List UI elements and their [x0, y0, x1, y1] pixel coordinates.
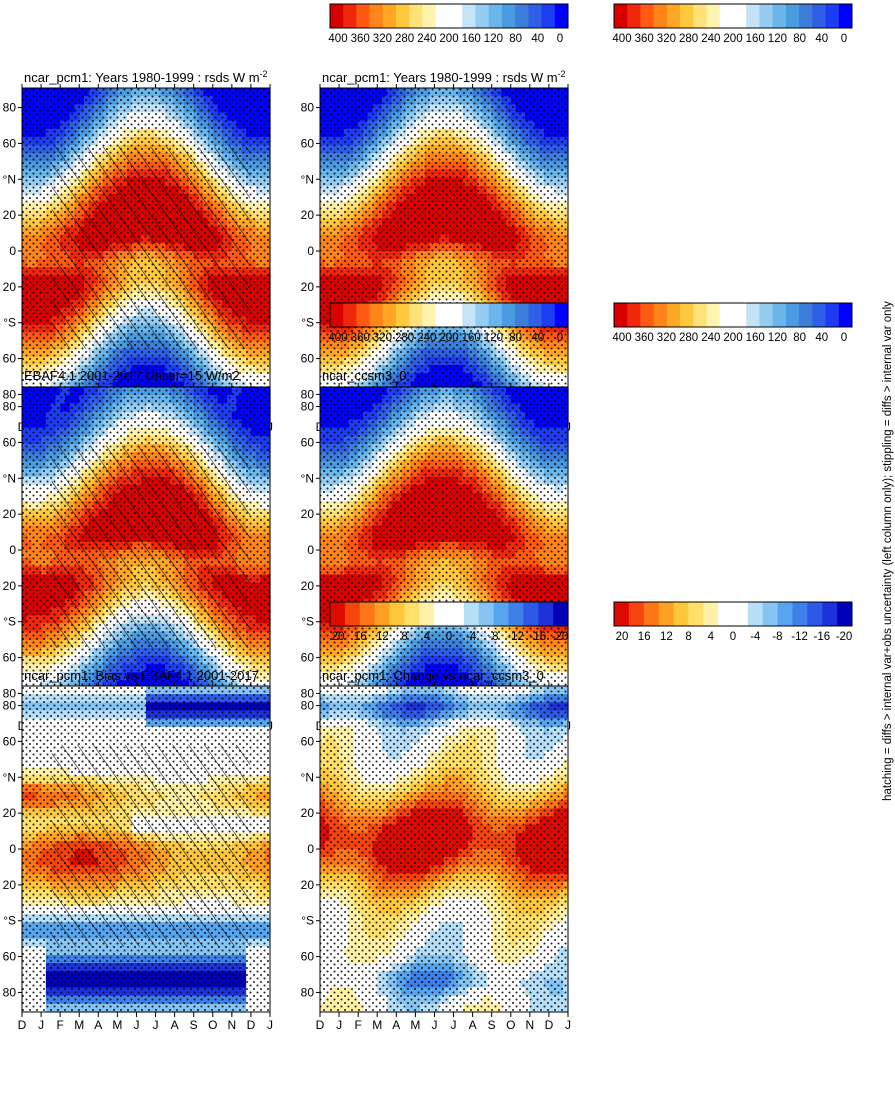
- colorbar-tick-label: 200: [723, 33, 742, 45]
- colorbar-swatch: [330, 4, 344, 28]
- colorbar-tick-label: 240: [701, 33, 720, 45]
- colorbar-tick-label: 0: [557, 33, 563, 45]
- colorbar-swatch: [356, 4, 371, 28]
- colorbar-tick-label: 400: [328, 33, 347, 45]
- y-tick-label: 20: [3, 280, 17, 294]
- colorbar-swatch: [382, 4, 397, 28]
- colorbar-swatch: [435, 4, 450, 28]
- y-tick-label: 0: [9, 244, 16, 258]
- colorbar-swatch: [343, 4, 357, 28]
- colorbar-swatch: [449, 4, 463, 28]
- colorbar-swatch: [369, 4, 384, 28]
- y-tick-label: 80: [301, 101, 315, 115]
- colorbar-swatch: [409, 4, 424, 28]
- panel-title-sup: -2: [260, 69, 268, 79]
- colorbar-swatch: [614, 4, 628, 28]
- y-tick-label: °S: [3, 316, 16, 330]
- colorbar-tick-label: 320: [657, 33, 676, 45]
- hatching-overlay: [51, 146, 251, 349]
- chart-panel: DJFMAMJJASONDJ8060°N20020°S6080ncar_pcm1…: [301, 3, 853, 434]
- panel-title: ncar_pcm1: Years 1980-1999 : rsds W m-2: [322, 69, 566, 85]
- colorbar-swatch: [488, 4, 503, 28]
- y-tick-label: 20: [3, 208, 17, 222]
- colorbar-swatch: [475, 4, 490, 28]
- colorbar-swatch: [746, 4, 760, 28]
- y-tick-label: °N: [3, 172, 16, 186]
- y-tick-label: 80: [3, 101, 17, 115]
- colorbar-swatch: [812, 4, 827, 28]
- colorbar-tick-label: 160: [746, 33, 765, 45]
- colorbar-swatch: [528, 4, 543, 28]
- y-tick-label: °N: [301, 172, 314, 186]
- colorbar-swatch: [515, 4, 529, 28]
- colorbar-swatch: [396, 4, 410, 28]
- colorbar-swatch: [680, 4, 694, 28]
- colorbar-swatch: [838, 4, 853, 28]
- colorbar-tick-label: 80: [509, 33, 522, 45]
- colorbar-swatch: [785, 4, 800, 28]
- colorbar-swatch: [666, 4, 681, 28]
- colorbar-swatch: [799, 4, 813, 28]
- colorbar-swatch: [733, 4, 747, 28]
- colorbar-frame: [329, 3, 569, 29]
- colorbar-swatch: [541, 4, 556, 28]
- colorbar-tick-label: 0: [841, 33, 847, 45]
- colorbar-tick-label: 80: [793, 33, 806, 45]
- stippling-overlay: [320, 88, 568, 414]
- panel-title: ncar_pcm1: Years 1980-1999 : rsds W m-2: [24, 69, 268, 85]
- colorbar-tick-label: 280: [679, 33, 698, 45]
- colorbar-swatch: [772, 4, 787, 28]
- colorbar-tick-label: 360: [635, 33, 654, 45]
- colorbar-swatch: [627, 4, 641, 28]
- colorbar-tick-label: 120: [484, 33, 503, 45]
- colorbar-swatch: [422, 4, 437, 28]
- y-tick-label: 80: [3, 387, 17, 401]
- colorbar-swatch: [653, 4, 668, 28]
- y-tick-label: 60: [3, 352, 17, 366]
- colorbar: 400 360 320 280 240 200 160 120 80 40 0: [328, 3, 569, 45]
- colorbar: 400 360 320 280 240 200 160 120 80 40 0: [612, 3, 853, 45]
- colorbar-tick-label: 360: [351, 33, 370, 45]
- colorbar-tick-label: 400: [612, 33, 631, 45]
- colorbar-tick-label: 200: [439, 33, 458, 45]
- y-tick-label: 60: [301, 136, 315, 150]
- colorbar-tick-label: 280: [395, 33, 414, 45]
- colorbar-swatch: [640, 4, 655, 28]
- y-tick-label: 20: [301, 280, 315, 294]
- colorbar-tick-label: 320: [373, 33, 392, 45]
- colorbar-tick-label: 160: [462, 33, 481, 45]
- y-tick-label: 60: [301, 352, 315, 366]
- colorbar-swatch: [501, 4, 516, 28]
- y-tick-label: 0: [307, 244, 314, 258]
- colorbar-swatch: [554, 4, 569, 28]
- colorbar-tick-label: 40: [531, 33, 544, 45]
- colorbar-swatch: [693, 4, 708, 28]
- colorbar-tick-label: 240: [417, 33, 436, 45]
- colorbar-swatch: [759, 4, 774, 28]
- colorbar-tick-label: 120: [768, 33, 787, 45]
- colorbar-tick-label: 40: [815, 33, 828, 45]
- panel-title-sup: -2: [558, 69, 566, 79]
- y-tick-label: 60: [3, 136, 17, 150]
- colorbar-swatch: [719, 4, 734, 28]
- colorbar-swatch: [462, 4, 476, 28]
- y-tick-label: 20: [301, 208, 315, 222]
- colorbar-swatch: [825, 4, 840, 28]
- colorbar-swatch: [706, 4, 721, 28]
- y-tick-label: °S: [301, 316, 314, 330]
